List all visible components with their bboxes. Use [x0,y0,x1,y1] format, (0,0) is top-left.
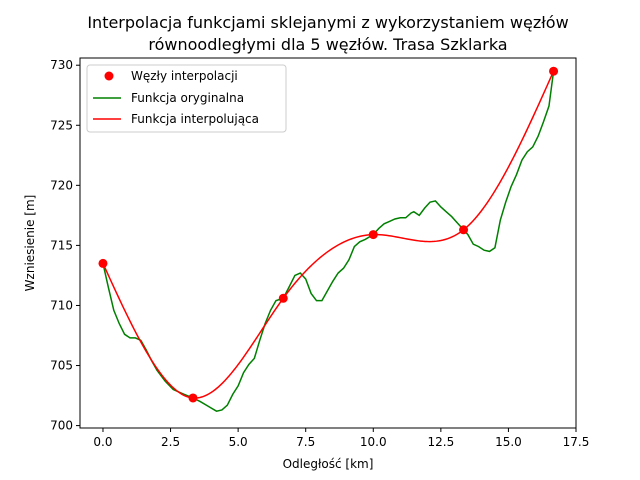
legend-marker-nodes [104,71,114,81]
chart-title-line-2: równoodległymi dla 5 węzłów. Trasa Szkla… [148,35,507,54]
y-axis: 700 705 710 715 720 725 730 [50,58,80,433]
plot-area [98,66,559,412]
node-point [188,393,198,403]
y-tick-label: 725 [50,118,73,132]
x-tick-label: 5.0 [229,435,248,449]
x-tick-label: 17.5 [563,435,590,449]
node-point [98,258,108,268]
node-point [549,66,559,76]
y-tick-label: 730 [50,58,73,72]
series-original-line [102,71,555,412]
legend: Węzły interpolacji Funkcja oryginalna Fu… [86,64,287,133]
y-tick-label: 715 [50,238,73,252]
y-axis-label: Wzniesienie [m] [23,195,37,292]
x-axis: 0.0 2.5 5.0 7.5 10.0 12.5 15.0 17.5 [93,428,589,449]
node-point [459,225,469,235]
y-tick-label: 720 [50,178,73,192]
legend-label-original: Funkcja oryginalna [131,91,244,105]
x-tick-label: 2.5 [161,435,180,449]
y-tick-label: 710 [50,298,73,312]
x-tick-label: 0.0 [93,435,112,449]
series-interpolating-line [102,70,555,399]
legend-label-nodes: Węzły interpolacji [131,69,238,83]
x-tick-label: 7.5 [296,435,315,449]
legend-label-interpolating: Funkcja interpolująca [131,112,259,126]
y-tick-label: 700 [50,419,73,433]
x-axis-label: Odległość [km] [283,457,374,471]
legend-box [86,64,287,133]
x-tick-label: 10.0 [360,435,387,449]
node-point [368,230,378,240]
y-tick-label: 705 [50,359,73,373]
node-point [278,293,288,303]
plot-frame [79,57,577,429]
x-tick-label: 15.0 [495,435,522,449]
x-tick-label: 12.5 [427,435,454,449]
chart-title-line-1: Interpolacja funkcjami sklejanymi z wyko… [87,13,568,32]
